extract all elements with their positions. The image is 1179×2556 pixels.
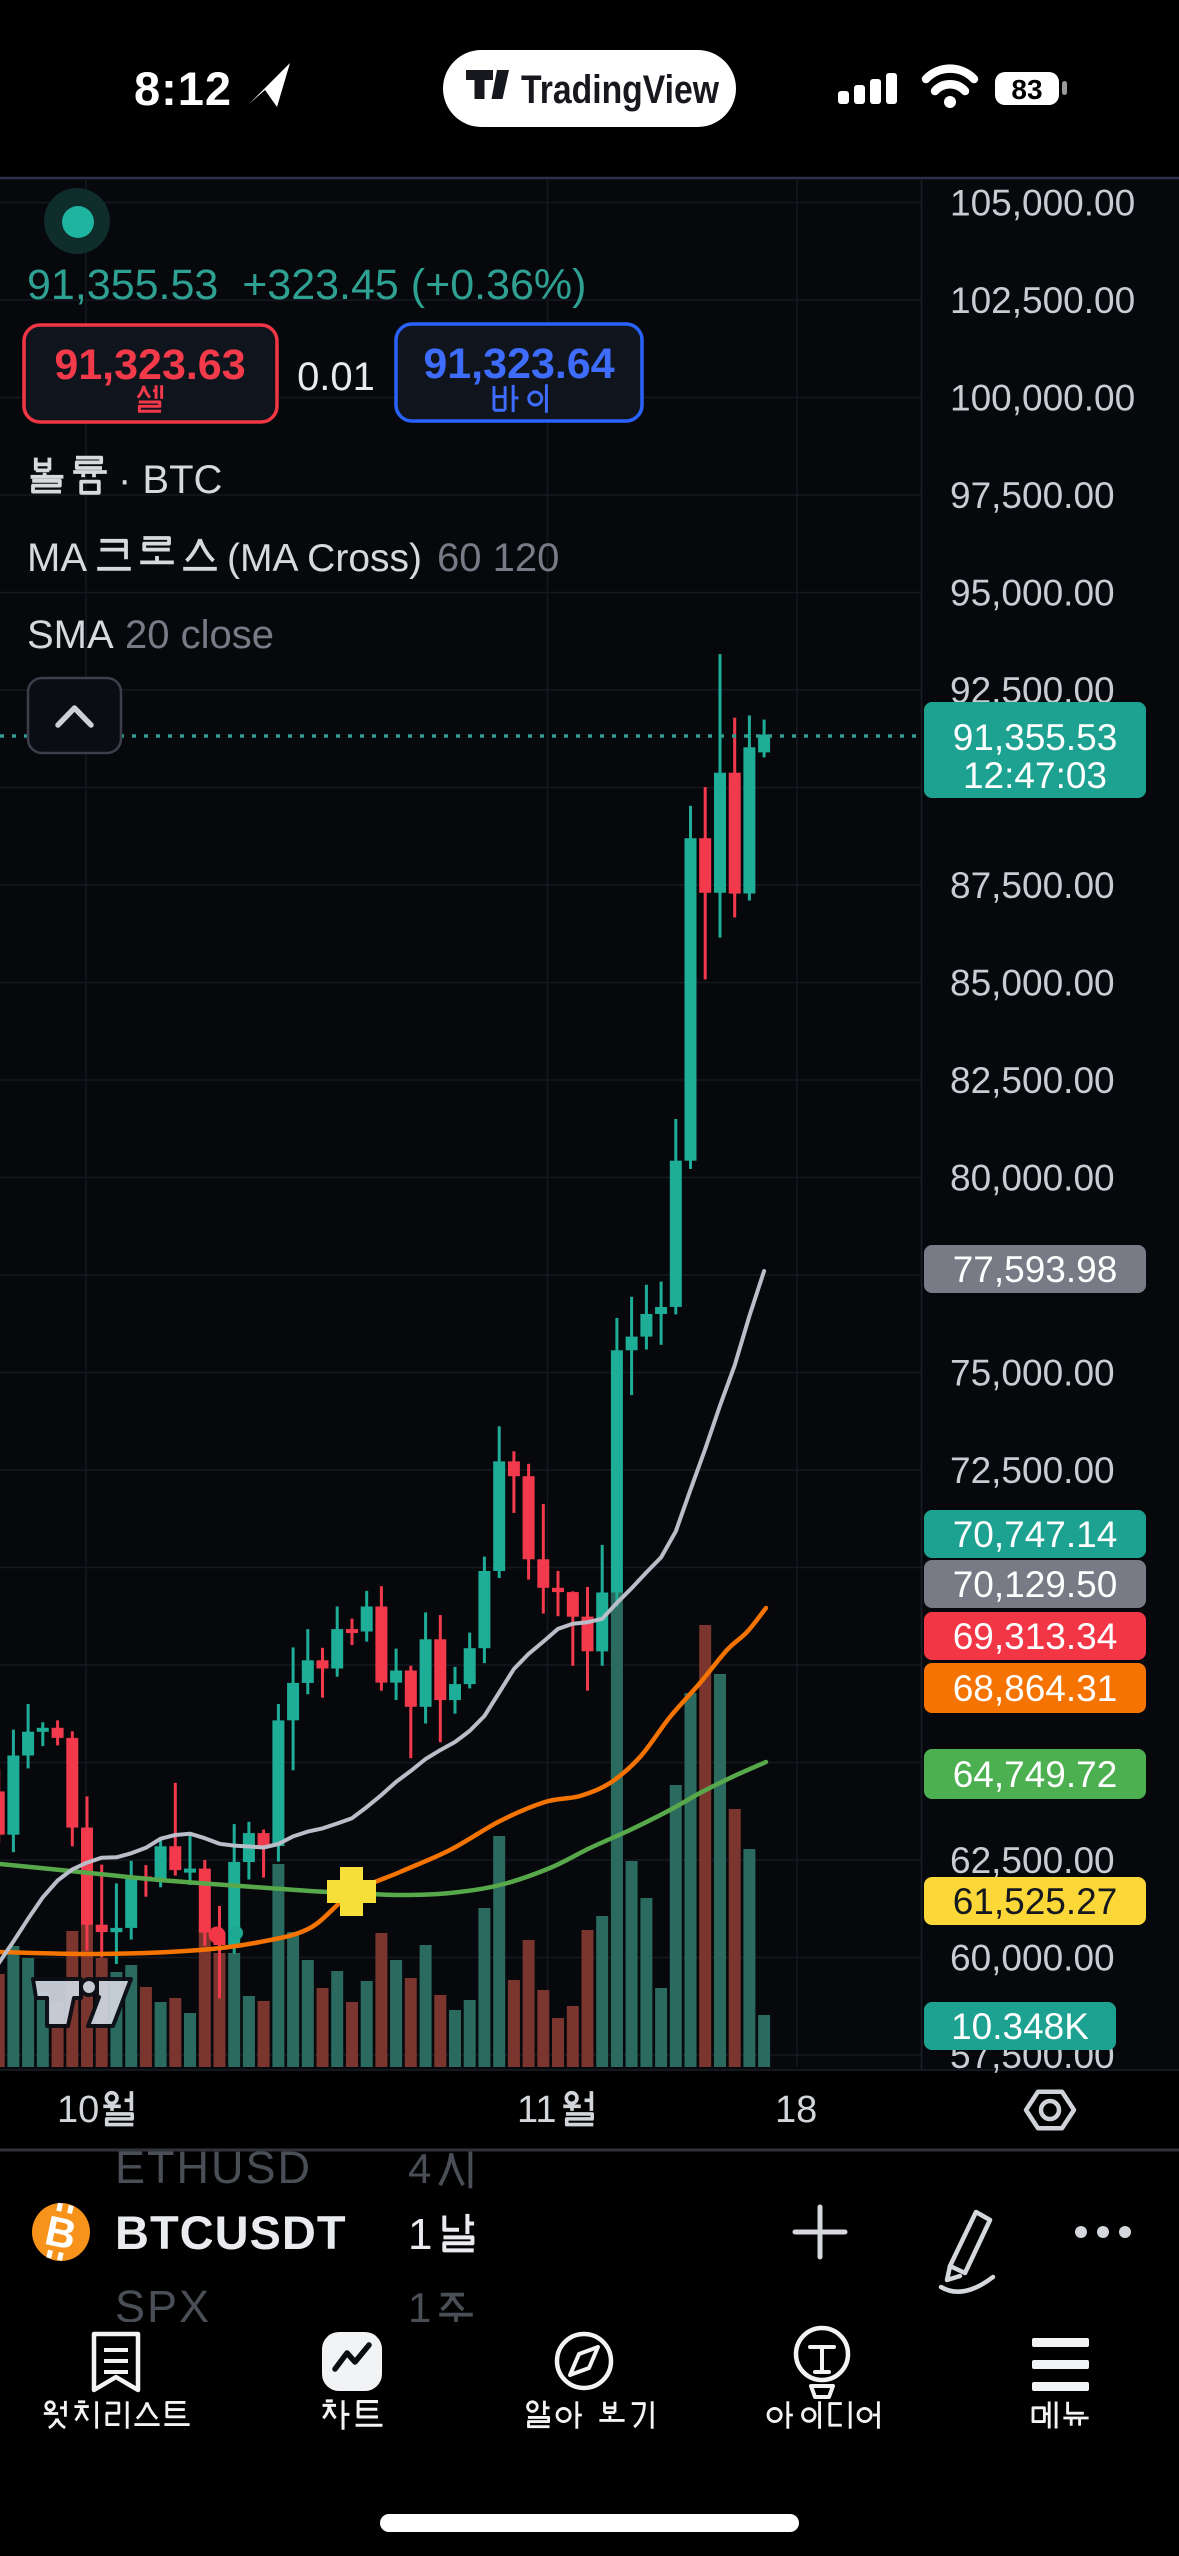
svg-text:91,355.53 +323.45 (+0.36%): 91,355.53 +323.45 (+0.36%) [27,261,586,309]
svg-text:91,323.63: 91,323.63 [54,341,245,389]
svg-text:1: 1 [408,2284,431,2331]
svg-text:95,000.00: 95,000.00 [950,573,1115,614]
svg-text:ETHUSD: ETHUSD [115,2142,312,2193]
svg-text:62,500.00: 62,500.00 [950,1840,1115,1881]
svg-text:· BTC: · BTC [118,458,222,502]
svg-text:87,500.00: 87,500.00 [950,865,1115,906]
svg-text:MA: MA [27,536,87,580]
svg-text:91,323.64: 91,323.64 [423,340,614,388]
svg-text:64,749.72: 64,749.72 [953,1754,1118,1795]
svg-text:BTCUSDT: BTCUSDT [115,2206,347,2259]
svg-text:0.01: 0.01 [297,355,375,399]
svg-text:10: 10 [57,2089,99,2131]
svg-text:100,000.00: 100,000.00 [950,378,1135,419]
svg-text:20 close: 20 close [125,613,274,657]
svg-text:SMA: SMA [27,613,114,657]
svg-text:12:47:03: 12:47:03 [963,755,1107,796]
svg-text:69,313.34: 69,313.34 [953,1616,1118,1657]
svg-text:TradingView: TradingView [521,68,720,112]
svg-text:11: 11 [517,2089,556,2131]
svg-text:83: 83 [1011,74,1042,105]
svg-text:91,355.53: 91,355.53 [953,717,1118,758]
svg-text:80,000.00: 80,000.00 [950,1158,1115,1199]
svg-text:85,000.00: 85,000.00 [950,963,1115,1004]
svg-text:77,593.98: 77,593.98 [953,1249,1118,1290]
svg-text:68,864.31: 68,864.31 [953,1668,1118,1709]
svg-text:60,000.00: 60,000.00 [950,1938,1115,1979]
svg-text:1: 1 [408,2210,432,2259]
svg-text:72,500.00: 72,500.00 [950,1450,1115,1491]
svg-text:60 120: 60 120 [437,536,559,580]
svg-text:61,525.27: 61,525.27 [953,1881,1118,1922]
svg-text:10.348K: 10.348K [951,2006,1089,2047]
svg-text:4: 4 [408,2145,431,2192]
svg-text:105,000.00: 105,000.00 [950,183,1135,224]
svg-text:102,500.00: 102,500.00 [950,280,1135,321]
svg-text:75,000.00: 75,000.00 [950,1353,1115,1394]
svg-text:(MA Cross): (MA Cross) [227,537,422,580]
svg-text:18: 18 [775,2089,817,2131]
svg-text:70,747.14: 70,747.14 [953,1514,1118,1555]
svg-text:70,129.50: 70,129.50 [953,1564,1118,1605]
svg-text:82,500.00: 82,500.00 [950,1060,1115,1101]
svg-text:97,500.00: 97,500.00 [950,475,1115,516]
svg-text:8:12: 8:12 [134,62,232,115]
